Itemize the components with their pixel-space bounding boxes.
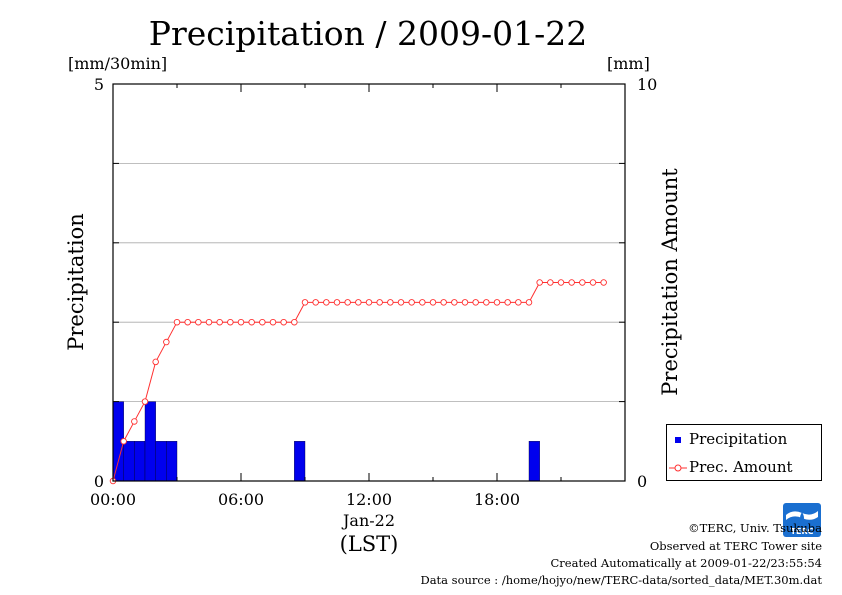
amount-point [515,299,522,306]
y-right-tick-label: 0 [637,472,647,491]
precipitation-bar [144,401,156,482]
credit-source: Data source : /home/hojyo/new/TERC-data/… [420,573,822,587]
terc-logo-icon: TERC [783,503,821,537]
amount-point [504,299,511,306]
amount-line [109,279,607,485]
amount-point [205,318,213,326]
legend-label-precipitation: Precipitation [689,430,788,448]
legend-bar-swatch [675,437,681,443]
amount-point [163,338,170,346]
amount-point [376,299,383,306]
amount-point [269,318,277,326]
amount-point [472,299,479,306]
tick-labels: 00:00 06:00 12:00 18:00 0 5 0 10 [90,75,657,509]
amount-point [440,299,447,306]
amount-point [600,279,607,286]
amount-point [451,299,458,306]
amount-point [259,318,266,326]
amount-point [227,318,234,326]
amount-point [237,318,245,326]
amount-point [397,299,405,306]
legend-label-amount: Prec. Amount [689,458,793,476]
legend-line-swatch [669,464,687,472]
y-left-tick-label: 0 [94,472,104,491]
amount-point [408,299,415,306]
x-axis-unit-label: (LST) [339,532,399,556]
axes [112,83,626,482]
amount-point [280,318,287,326]
amount-point [355,299,362,306]
precipitation-bar [155,441,167,482]
x-tick-label: 18:00 [474,490,520,509]
amount-point [152,358,159,366]
precipitation-bars [112,401,540,482]
amount-point [579,279,586,286]
precipitation-bar [294,441,306,482]
amount-point [333,299,341,306]
amount-point [195,318,202,326]
amount-point [131,418,138,425]
y-right-tick-label: 10 [637,75,657,94]
amount-point [141,398,149,405]
amount-point [589,279,597,286]
credit-observed: Observed at TERC Tower site [649,539,822,553]
legend: Precipitation Prec. Amount [666,424,822,481]
amount-point [557,279,565,286]
precipitation-bar [123,441,135,482]
x-axis-date-label: Jan-22 [342,511,396,530]
precipitation-bar [528,441,540,482]
amount-point [291,318,298,326]
amount-point [365,299,373,306]
amount-point [387,299,394,306]
x-tick-label: 06:00 [218,490,264,509]
amount-point [493,299,501,306]
right-axis-unit: [mm] [607,54,650,73]
amount-point [568,279,575,286]
amount-point [344,299,351,306]
x-tick-label: 12:00 [346,490,392,509]
amount-point [429,299,437,306]
amount-point [419,299,426,306]
amount-point [301,299,309,306]
amount-point [461,299,469,306]
amount-point [184,318,191,326]
amount-point [120,438,127,445]
chart-title: Precipitation / 2009-01-22 [148,14,588,53]
amount-point [216,318,223,326]
amount-point [547,279,554,286]
credit-created: Created Automatically at 2009-01-22/23:5… [550,556,823,570]
left-axis-unit: [mm/30min] [68,54,168,73]
amount-point [483,299,490,306]
amount-point [536,279,543,286]
logo-text: TERC [791,527,814,536]
y-left-tick-label: 5 [94,75,104,94]
amount-point [525,299,533,306]
amount-point [173,318,181,326]
precipitation-bar [134,441,146,482]
credit-copyright: ©TERC, Univ. Tsukuba [688,521,822,535]
amount-point [248,318,255,326]
precipitation-bar [166,441,178,482]
amount-point [312,299,319,306]
amount-point [323,299,330,306]
x-tick-label: 00:00 [90,490,136,509]
